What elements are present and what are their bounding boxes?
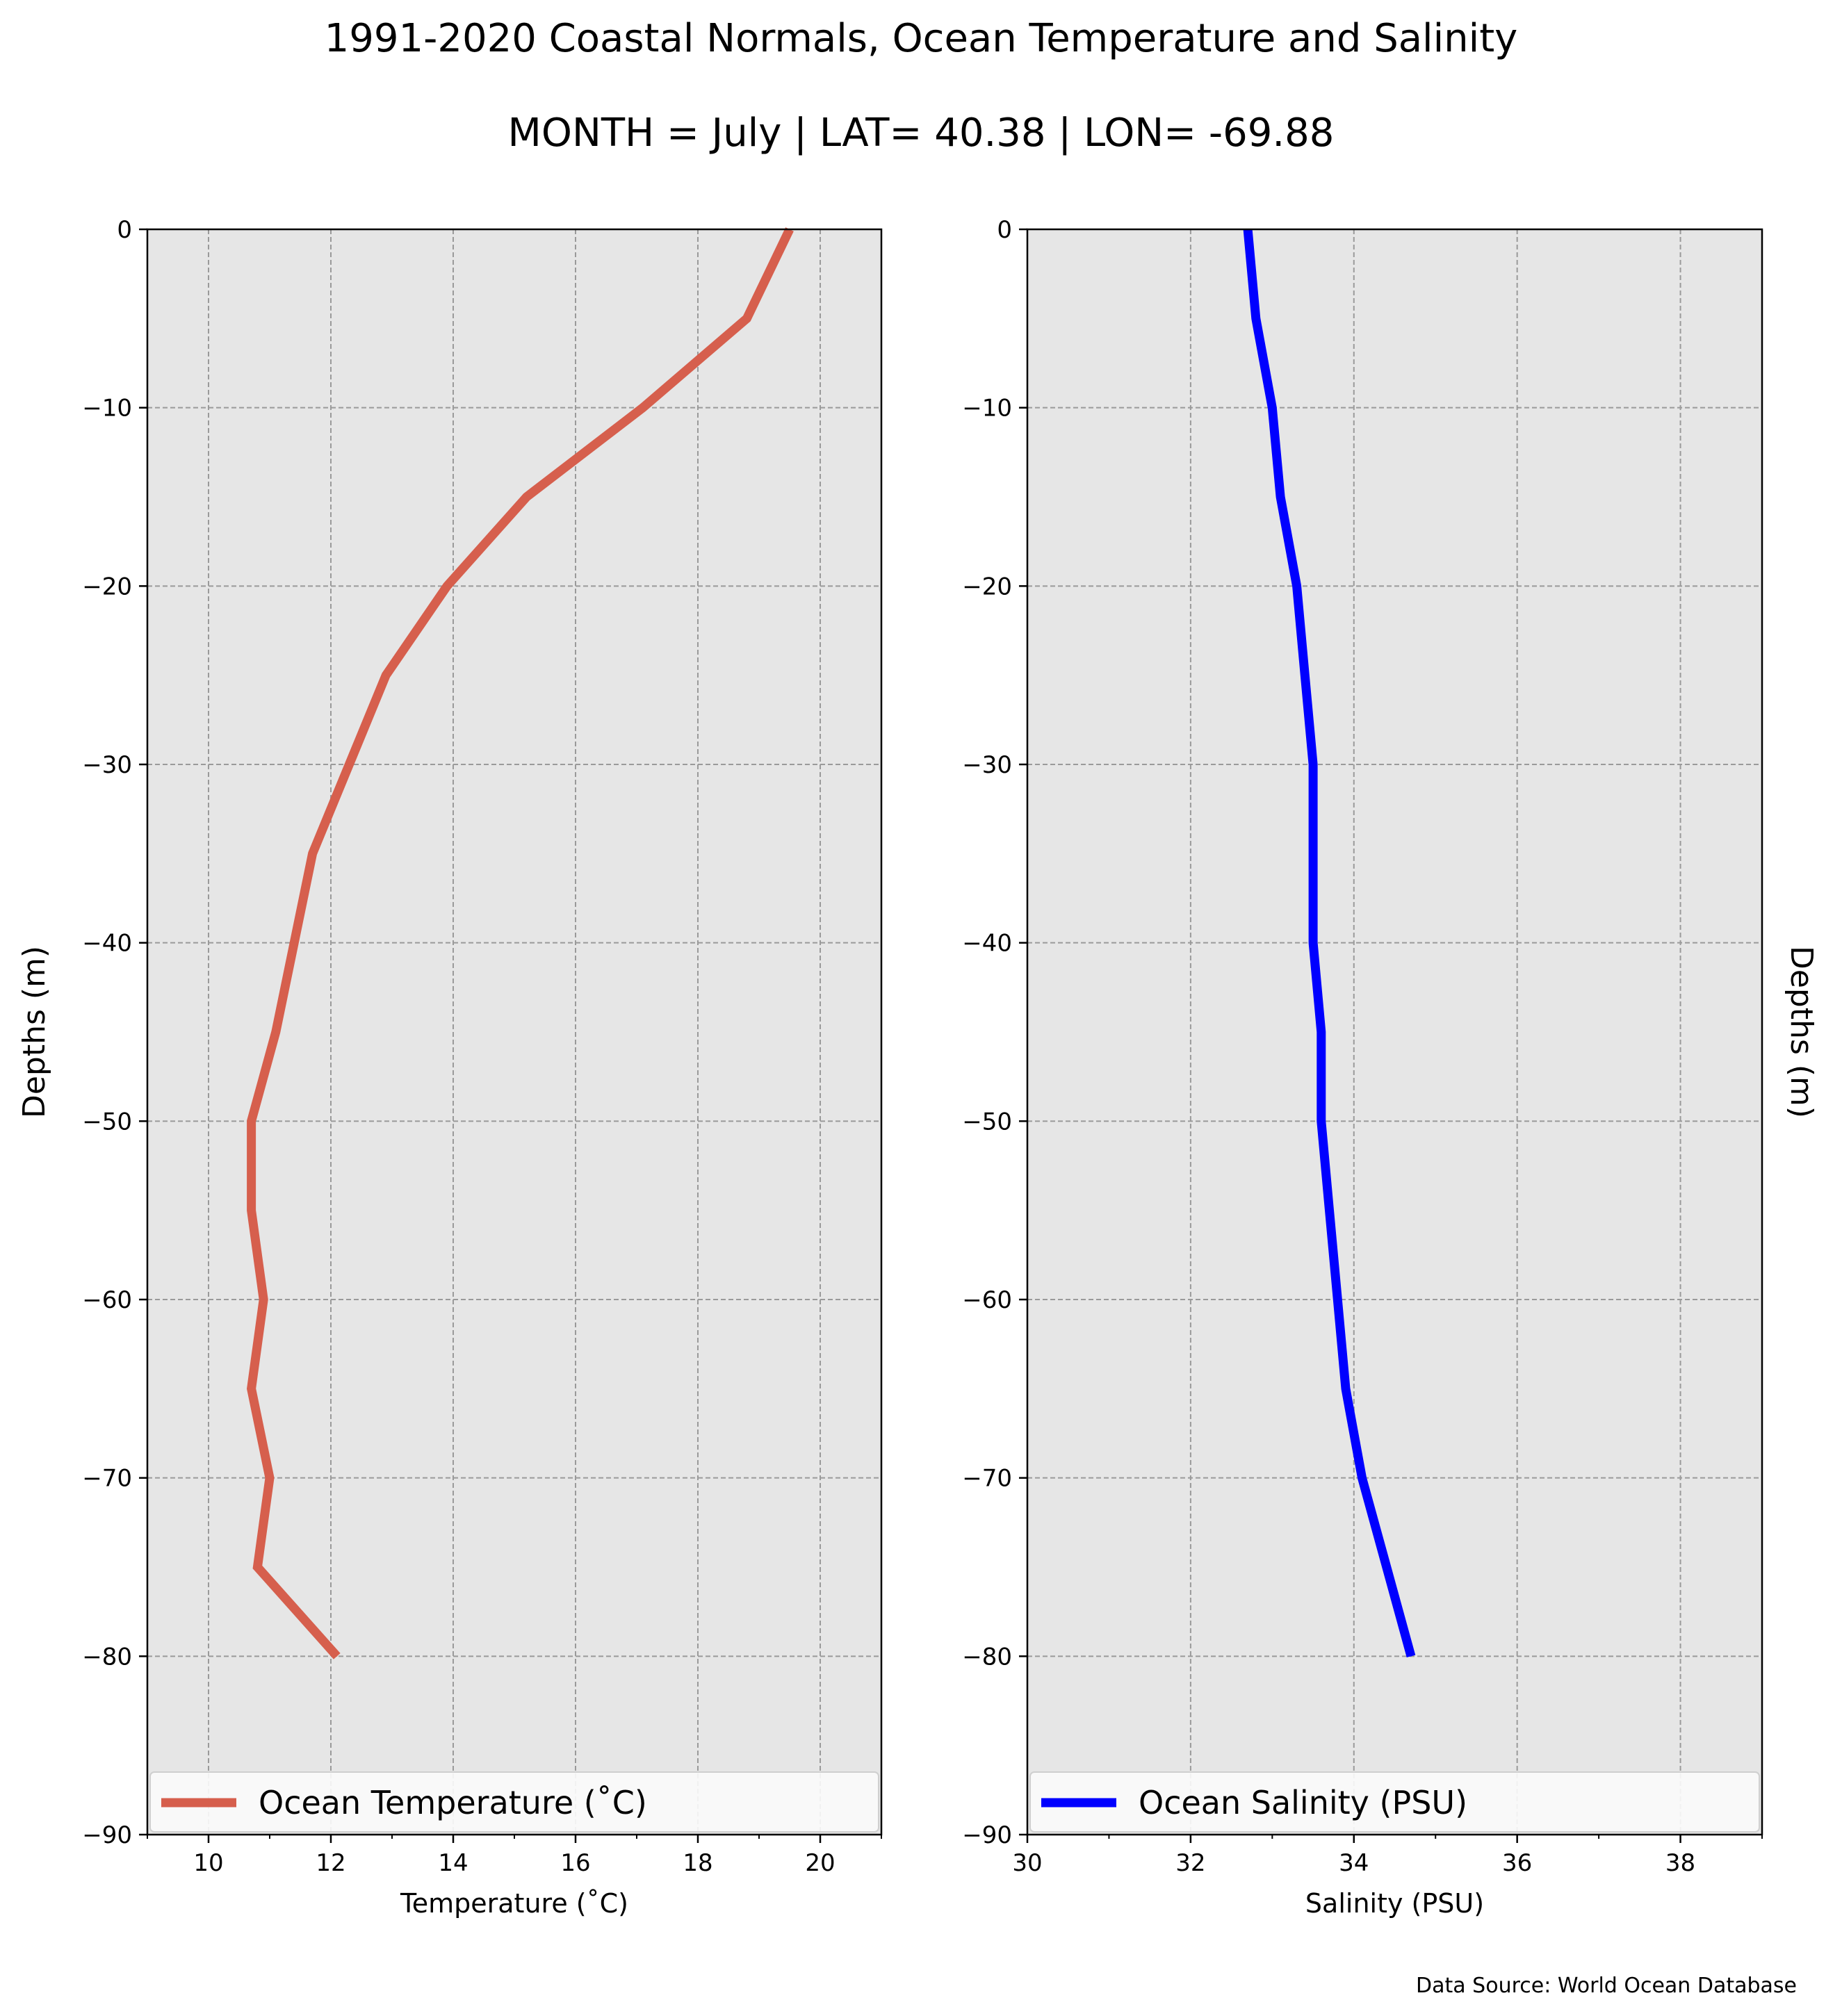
temperature-panel: 10 12 14 16 18 20 0 −10 −20 −30 −40 −50 −60 −70 −80 −90… (17, 216, 883, 1919)
temperature-ytick-label: −90 (82, 1821, 132, 1849)
salinity-y-axis-label: Depths (m) (1784, 946, 1819, 1118)
figure-title: 1991-2020 Coastal Normals, Ocean Tempera… (325, 16, 1518, 61)
salinity-legend-label: Ocean Salinity (PSU) (1139, 1784, 1467, 1821)
temperature-ytick-label: −70 (82, 1465, 132, 1493)
salinity-axes-frame (1026, 228, 1763, 1836)
temperature-data-point (251, 1120, 252, 1122)
temperature-data-point (446, 585, 448, 587)
temperature-y-axis-label: Depths (m) (17, 946, 52, 1118)
temperature-xtick-label: 12 (316, 1849, 345, 1877)
salinity-ytick-label: −10 (962, 395, 1012, 423)
salinity-data-point (1312, 764, 1314, 765)
salinity-data-point (1296, 585, 1298, 587)
salinity-data-point (1312, 942, 1314, 944)
salinity-ytick-label: −40 (962, 930, 1012, 958)
temperature-xtick-label: 20 (805, 1849, 835, 1877)
salinity-data-point (1386, 1566, 1387, 1568)
temperature-ytick-label: −10 (82, 395, 132, 423)
temperature-data-point (275, 1031, 277, 1033)
salinity-xtick-label: 34 (1339, 1849, 1369, 1877)
salinity-ytick-label: −50 (962, 1108, 1012, 1136)
salinity-ytick-label: −20 (962, 573, 1012, 600)
temperature-xtick-label: 10 (193, 1849, 223, 1877)
temperature-plot-area (147, 229, 881, 1835)
salinity-xtick-label: 32 (1175, 1849, 1205, 1877)
salinity-legend: Ocean Salinity (PSU) (1029, 1771, 1760, 1833)
salinity-panel: 30 32 34 36 38 0 −10 −20 −30 −40 −50 −60 −70 −80 −90 Sa… (962, 216, 1819, 1919)
temperature-data-point (256, 1566, 258, 1568)
salinity-ytick-label: −60 (962, 1286, 1012, 1314)
temperature-data-point (526, 496, 528, 498)
salinity-ytick-label: −70 (962, 1465, 1012, 1493)
salinity-xtick-label: 30 (1012, 1849, 1042, 1877)
temperature-data-point (348, 764, 350, 765)
salinity-data-point (1410, 1655, 1412, 1657)
temperature-ytick-label: −80 (82, 1643, 132, 1671)
salinity-xtick-label: 38 (1665, 1849, 1695, 1877)
temperature-ytick-label: −20 (82, 573, 132, 600)
temperature-data-point (251, 1210, 252, 1211)
temperature-ytick-label: −50 (82, 1108, 132, 1136)
temperature-xtick-label: 14 (438, 1849, 468, 1877)
temperature-legend: Ocean Temperature (˚C) (149, 1771, 879, 1833)
salinity-plot-area (1027, 229, 1762, 1835)
salinity-ytick-label: 0 (997, 216, 1012, 244)
salinity-data-point (1280, 496, 1281, 498)
temperature-legend-box (149, 1771, 879, 1833)
salinity-legend-box (1029, 1771, 1760, 1833)
temperature-data-point (336, 1655, 338, 1657)
temperature-xtick-label: 16 (560, 1849, 590, 1877)
data-source-note: Data Source: World Ocean Database (1416, 1974, 1797, 1998)
temperature-ytick-label: 0 (117, 216, 132, 244)
salinity-xtick-label: 36 (1502, 1849, 1532, 1877)
salinity-ytick-label: −90 (962, 1821, 1012, 1849)
temperature-ytick-label: −60 (82, 1286, 132, 1314)
temperature-x-axis-label: Temperature (˚C) (400, 1888, 628, 1919)
salinity-x-axis-label: Salinity (PSU) (1305, 1888, 1484, 1919)
temperature-data-point (642, 407, 644, 409)
temperature-xtick-label: 18 (683, 1849, 712, 1877)
salinity-ytick-label: −30 (962, 751, 1012, 779)
temperature-legend-label: Ocean Temperature (˚C) (259, 1784, 647, 1821)
temperature-data-point (251, 1388, 252, 1389)
figure-subtitle: MONTH = July | LAT= 40.38 | LON= -69.88 (508, 110, 1335, 156)
salinity-data-point (1271, 407, 1273, 409)
salinity-data-point (1329, 1210, 1330, 1211)
temperature-data-point (293, 942, 295, 944)
temperature-ytick-label: −40 (82, 930, 132, 958)
salinity-data-point (1255, 318, 1257, 319)
temperature-ytick-label: −30 (82, 751, 132, 779)
salinity-data-point (1312, 853, 1314, 854)
salinity-ytick-label: −80 (962, 1643, 1012, 1671)
temperature-data-point (312, 853, 313, 854)
